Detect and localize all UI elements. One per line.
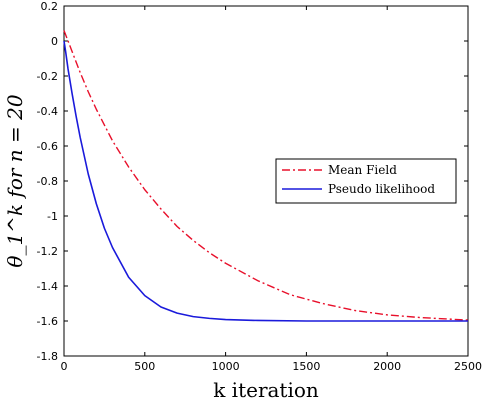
x-tick-label: 500 bbox=[134, 360, 155, 373]
series-line-pseudo-likelihood bbox=[63, 40, 468, 322]
x-tick-label: 0 bbox=[61, 360, 68, 373]
y-tick-label: -1.8 bbox=[37, 350, 58, 363]
series-line-mean-field bbox=[63, 30, 469, 321]
x-tick-label: 1000 bbox=[212, 360, 240, 373]
axis-ticks: 0 500 1000 1500 2000 2500 0.2 0 -0.2 -0.4 -0.6 -0.8… bbox=[37, 0, 482, 373]
y-tick-label: -0.4 bbox=[37, 105, 58, 118]
y-tick-label: 0 bbox=[51, 35, 58, 48]
legend-label-mean-field: Mean Field bbox=[328, 163, 397, 177]
series-layer bbox=[63, 30, 469, 322]
y-tick-label: 0.2 bbox=[41, 0, 59, 13]
x-tick-label: 1500 bbox=[292, 360, 320, 373]
y-tick-label: -0.6 bbox=[37, 140, 58, 153]
x-tick-label: 2500 bbox=[454, 360, 482, 373]
y-axis-label: θ_1^k for n = 20 bbox=[3, 94, 27, 267]
legend-box bbox=[275, 158, 457, 204]
y-tick-label: -1.6 bbox=[37, 315, 58, 328]
legend: Mean Field Pseudo likelihood bbox=[275, 158, 457, 204]
x-tick-label: 2000 bbox=[373, 360, 401, 373]
y-tick-label: -0.2 bbox=[37, 70, 58, 83]
x-axis-label: k iteration bbox=[213, 378, 319, 402]
y-tick-label: -1 bbox=[47, 210, 58, 223]
legend-label-pseudo-likelihood: Pseudo likelihood bbox=[328, 182, 435, 196]
y-tick-label: -1.2 bbox=[37, 245, 58, 258]
y-tick-label: -1.4 bbox=[37, 280, 58, 293]
y-tick-label: -0.8 bbox=[37, 175, 58, 188]
